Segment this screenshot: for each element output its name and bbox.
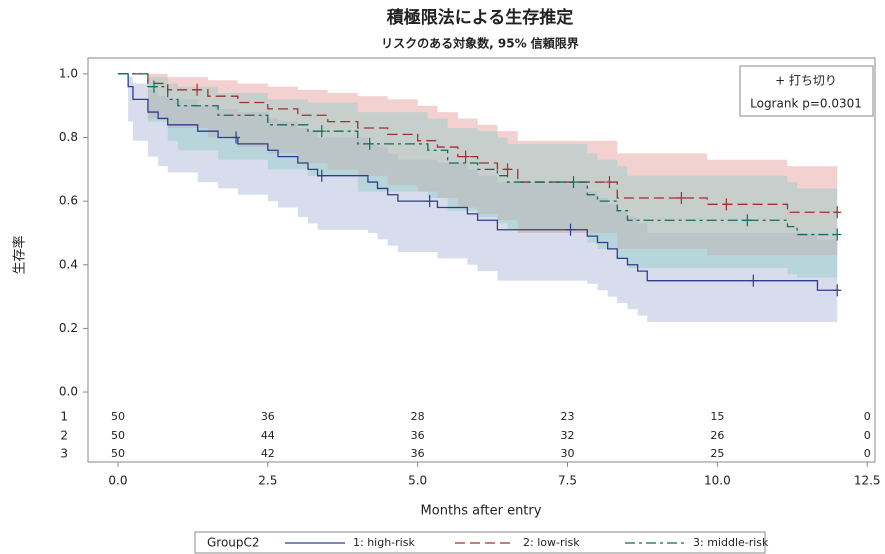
at-risk-count: 50 xyxy=(111,447,125,460)
at-risk-group: 3 xyxy=(60,447,68,461)
at-risk-group: 2 xyxy=(60,429,68,443)
censor-mark xyxy=(503,163,512,176)
x-tick-label: 2.5 xyxy=(258,474,277,488)
censor-mark xyxy=(425,195,434,208)
censor-mark xyxy=(566,223,575,236)
at-risk-count: 25 xyxy=(710,447,724,460)
legend-label: 2: low-risk xyxy=(523,536,580,549)
censor-mark xyxy=(461,150,470,163)
x-tick-label: 12.5 xyxy=(854,474,881,488)
censor-mark xyxy=(677,191,686,204)
at-risk-count: 15 xyxy=(710,410,724,423)
y-axis-label: 生存率 xyxy=(12,235,28,274)
at-risk-count: 44 xyxy=(261,429,275,442)
at-risk-count: 28 xyxy=(411,410,425,423)
censor-mark xyxy=(605,176,614,189)
inset-box xyxy=(739,65,874,117)
inset-censor: + 打ち切り xyxy=(775,74,837,88)
chart-title: 積極限法による生存推定 xyxy=(387,7,574,28)
y-tick-label: 0.2 xyxy=(59,321,78,335)
y-tick-label: 1.0 xyxy=(59,66,78,80)
chart-subtitle: リスクのある対象数, 95% 信頼限界 xyxy=(381,36,579,51)
survival-curve xyxy=(117,73,838,291)
censor-mark xyxy=(833,206,842,219)
censor-mark xyxy=(149,80,158,93)
at-risk-group: 1 xyxy=(60,410,68,424)
x-axis-label: Months after entry xyxy=(421,504,542,519)
y-tick-label: 0.6 xyxy=(59,194,78,208)
y-tick-label: 0.8 xyxy=(59,130,78,144)
censor-mark xyxy=(833,284,842,297)
censor-mark xyxy=(833,228,842,241)
at-risk-count: 32 xyxy=(561,429,575,442)
at-risk-count: 30 xyxy=(561,447,575,460)
x-tick-label: 0.0 xyxy=(108,474,127,488)
at-risk-count: 36 xyxy=(411,447,425,460)
x-tick-label: 7.5 xyxy=(558,474,577,488)
at-risk-count: 0 xyxy=(864,429,871,442)
at-risk-count: 0 xyxy=(864,447,871,460)
at-risk-count: 36 xyxy=(261,410,275,423)
censor-mark xyxy=(722,198,731,211)
legend-title: GroupC2 xyxy=(207,536,260,550)
y-tick-label: 0.0 xyxy=(59,385,78,399)
survival-curve xyxy=(117,73,838,213)
confidence-band xyxy=(117,73,838,278)
at-risk-count: 26 xyxy=(710,429,724,442)
y-tick-label: 0.4 xyxy=(59,257,78,271)
at-risk-count: 50 xyxy=(111,429,125,442)
confidence-band xyxy=(117,73,838,323)
at-risk-count: 0 xyxy=(864,410,871,423)
censor-mark xyxy=(232,131,241,144)
x-tick-label: 10.0 xyxy=(704,474,731,488)
at-risk-count: 23 xyxy=(561,410,575,423)
censor-mark xyxy=(749,274,758,287)
censor-mark xyxy=(365,137,374,150)
at-risk-count: 36 xyxy=(411,429,425,442)
plot-frame xyxy=(87,57,876,463)
at-risk-count: 50 xyxy=(111,410,125,423)
x-tick-label: 5.0 xyxy=(408,474,427,488)
legend-label: 3: middle-risk xyxy=(693,536,769,549)
inset-test: Logrank p=0.0301 xyxy=(750,97,862,111)
at-risk-count: 42 xyxy=(261,447,275,460)
censor-mark xyxy=(317,125,326,138)
censor-mark xyxy=(317,169,326,182)
censor-mark xyxy=(569,176,578,189)
censor-mark xyxy=(743,214,752,227)
survival-curve xyxy=(117,73,838,236)
legend-label: 1: high-risk xyxy=(353,536,415,549)
censor-mark xyxy=(193,83,202,96)
